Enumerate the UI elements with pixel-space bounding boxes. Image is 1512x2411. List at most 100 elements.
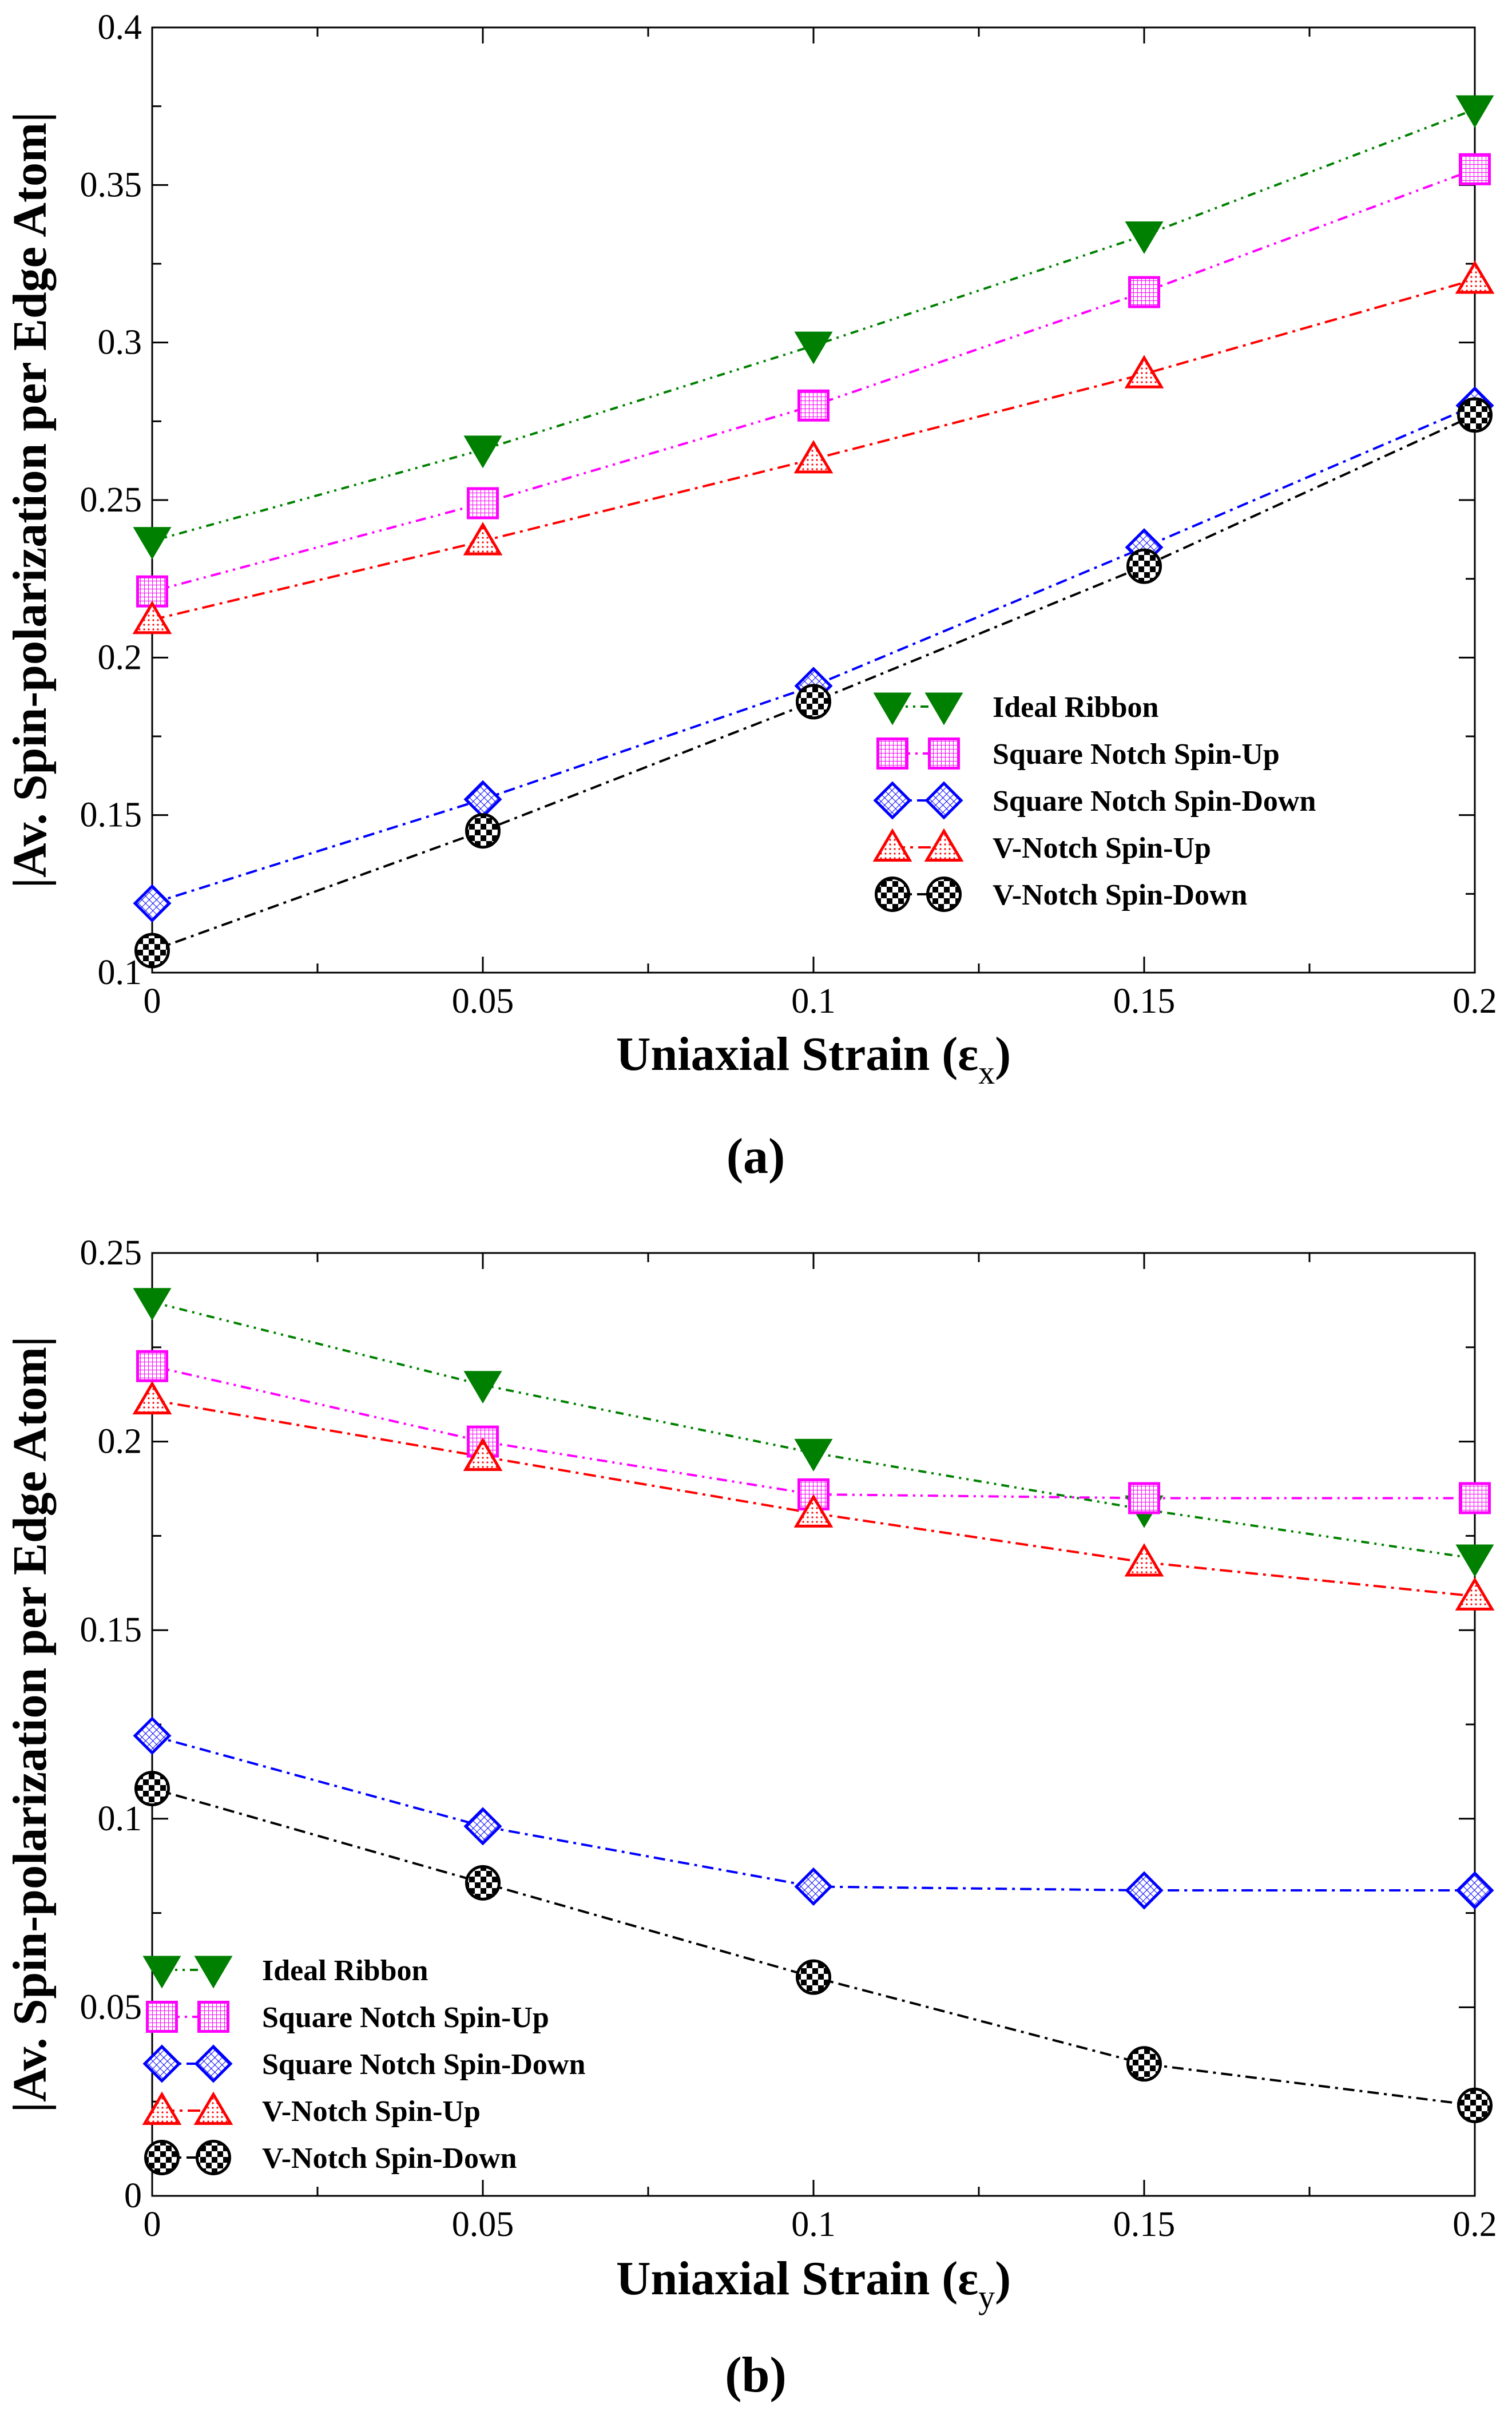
data-point (132, 600, 172, 635)
data-point (132, 1381, 172, 1415)
data-point (793, 439, 834, 474)
legend-marker (924, 781, 963, 820)
legend-label: Ideal Ribbon (993, 691, 1159, 724)
data-point (793, 1494, 834, 1528)
data-point (463, 1807, 502, 1846)
data-point (134, 1771, 170, 1807)
legend-label: Square Notch Spin-Down (262, 2048, 585, 2081)
data-point (794, 1867, 833, 1906)
x-tick-label: 0.2 (1453, 2205, 1497, 2244)
data-point (1455, 1871, 1494, 1910)
data-point (463, 1371, 502, 1404)
data-point (1126, 548, 1162, 584)
data-point (463, 435, 502, 469)
legend-label: Ideal Ribbon (262, 1954, 428, 1987)
data-point (797, 389, 830, 422)
x-tick-label: 0 (144, 2205, 161, 2244)
y-tick-label: 0 (124, 2176, 142, 2215)
y-tick-label: 0.1 (98, 953, 142, 992)
x-tick-label: 0.05 (452, 982, 514, 1021)
legend-marker (924, 692, 963, 725)
panel-label: (b) (725, 2347, 787, 2403)
x-tick-label: 0.15 (1113, 2205, 1176, 2244)
y-tick-label: 0.25 (80, 481, 142, 520)
data-point (465, 813, 501, 849)
data-point (1459, 1482, 1491, 1514)
y-tick-label: 0.15 (80, 796, 142, 835)
legend-marker (142, 2091, 182, 2125)
y-axis-label: |Av. Spin-polarization per Edge Atom| (3, 112, 57, 888)
data-point (1128, 276, 1160, 308)
y-tick-label: 0.4 (98, 8, 142, 47)
legend-marker (194, 2044, 233, 2083)
data-point (1128, 1482, 1160, 1514)
y-tick-label: 0.05 (80, 1988, 142, 2027)
legend-label: V-Notch Spin-Up (993, 832, 1211, 865)
y-tick-label: 0.15 (80, 1611, 142, 1649)
x-axis-label: Uniaxial Strain (εy) (616, 2252, 1011, 2315)
y-tick-label: 0.35 (80, 165, 142, 204)
legend-marker (142, 1956, 181, 1989)
data-point (1459, 153, 1491, 185)
x-tick-label: 0.15 (1113, 982, 1176, 1021)
legend: Ideal Ribbon Square Notch Spin-Up Square N… (872, 691, 1316, 912)
legend-label: Square Notch Spin-Up (993, 738, 1280, 771)
legend-marker (194, 1956, 233, 1989)
y-tick-label: 0.2 (98, 1422, 142, 1461)
data-point (796, 684, 831, 720)
legend-marker (193, 2091, 233, 2125)
y-tick-label: 0.3 (98, 323, 142, 362)
data-point (136, 1350, 168, 1382)
data-point (1455, 260, 1495, 294)
data-point (463, 522, 503, 556)
y-axis-label: |Av. Spin-polarization per Edge Atom| (3, 1336, 57, 2112)
data-point (1124, 355, 1164, 388)
data-point (794, 331, 833, 364)
x-tick-label: 0 (144, 982, 161, 1021)
x-tick-label: 0.05 (452, 2205, 514, 2244)
x-tick-label: 0.2 (1453, 982, 1497, 1021)
y-tick-label: 0.25 (80, 1234, 142, 1272)
data-point (796, 1959, 831, 1995)
data-point (463, 780, 502, 819)
legend-marker (926, 877, 962, 912)
legend-marker (876, 737, 908, 770)
data-point (467, 487, 499, 520)
series-line (152, 168, 1475, 593)
y-tick-label: 0.1 (98, 1799, 142, 1838)
chart-panel-a: 0 0.05 0.1 0.15 0.2 0.1 0.15 0.2 0.25 0.3 0.35 0.4 I… (3, 8, 1497, 1184)
legend-label: V-Notch Spin-Down (993, 879, 1248, 911)
series-line (152, 1787, 1475, 2107)
data-point (133, 1288, 172, 1321)
legend-marker (873, 781, 912, 820)
data-point (1125, 1871, 1164, 1910)
legend-marker (872, 828, 912, 862)
legend-marker (875, 877, 910, 912)
data-point (1455, 1577, 1495, 1611)
legend-marker (196, 2140, 231, 2175)
data-point (1457, 397, 1493, 433)
legend: Ideal Ribbon Square Notch Spin-Up Square N… (142, 1954, 585, 2175)
panel-label: (a) (727, 1129, 785, 1184)
y-tick-label: 0.2 (98, 638, 142, 677)
legend-label: V-Notch Spin-Up (262, 2095, 481, 2128)
data-point (1457, 2087, 1493, 2123)
data-point (133, 1716, 172, 1755)
data-point (465, 1865, 501, 1901)
data-point (463, 1437, 503, 1471)
x-axis-label: Uniaxial Strain (εx) (616, 1028, 1011, 1091)
plot-frame (151, 26, 1476, 974)
legend-marker (873, 692, 912, 725)
data-point (1455, 95, 1494, 128)
data-point (1124, 1543, 1164, 1577)
legend-label: Square Notch Spin-Up (262, 2001, 549, 2034)
data-point (1125, 221, 1164, 254)
series-line (152, 1365, 1475, 1500)
data-point (794, 1438, 833, 1472)
data-point (133, 884, 172, 923)
x-tick-label: 0.1 (791, 982, 836, 1021)
legend-marker (924, 828, 964, 862)
chart-panel-b: 0 0.05 0.1 0.15 0.2 0 0.05 0.1 0.15 0.2 0.25 Ideal … (3, 1234, 1497, 2403)
series-line (152, 404, 1475, 905)
